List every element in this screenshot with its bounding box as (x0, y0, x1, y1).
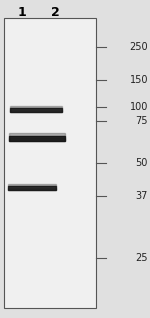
Text: 100: 100 (130, 102, 148, 112)
Bar (9, 135, 65, 141)
Text: 1: 1 (18, 5, 26, 18)
Text: 2: 2 (51, 5, 59, 18)
Bar (9, 138, 65, 141)
Text: 75: 75 (135, 116, 148, 126)
Text: 250: 250 (129, 42, 148, 52)
Bar (10, 108, 62, 112)
Bar (4, 18, 96, 308)
Bar (8, 186, 56, 190)
Text: 150: 150 (129, 75, 148, 85)
Bar (9, 133, 65, 135)
Bar (10, 106, 62, 108)
Bar (8, 188, 56, 190)
Bar (8, 184, 56, 186)
Bar (10, 110, 62, 112)
Text: 25: 25 (135, 253, 148, 263)
Text: 50: 50 (136, 158, 148, 168)
Text: 37: 37 (136, 191, 148, 201)
